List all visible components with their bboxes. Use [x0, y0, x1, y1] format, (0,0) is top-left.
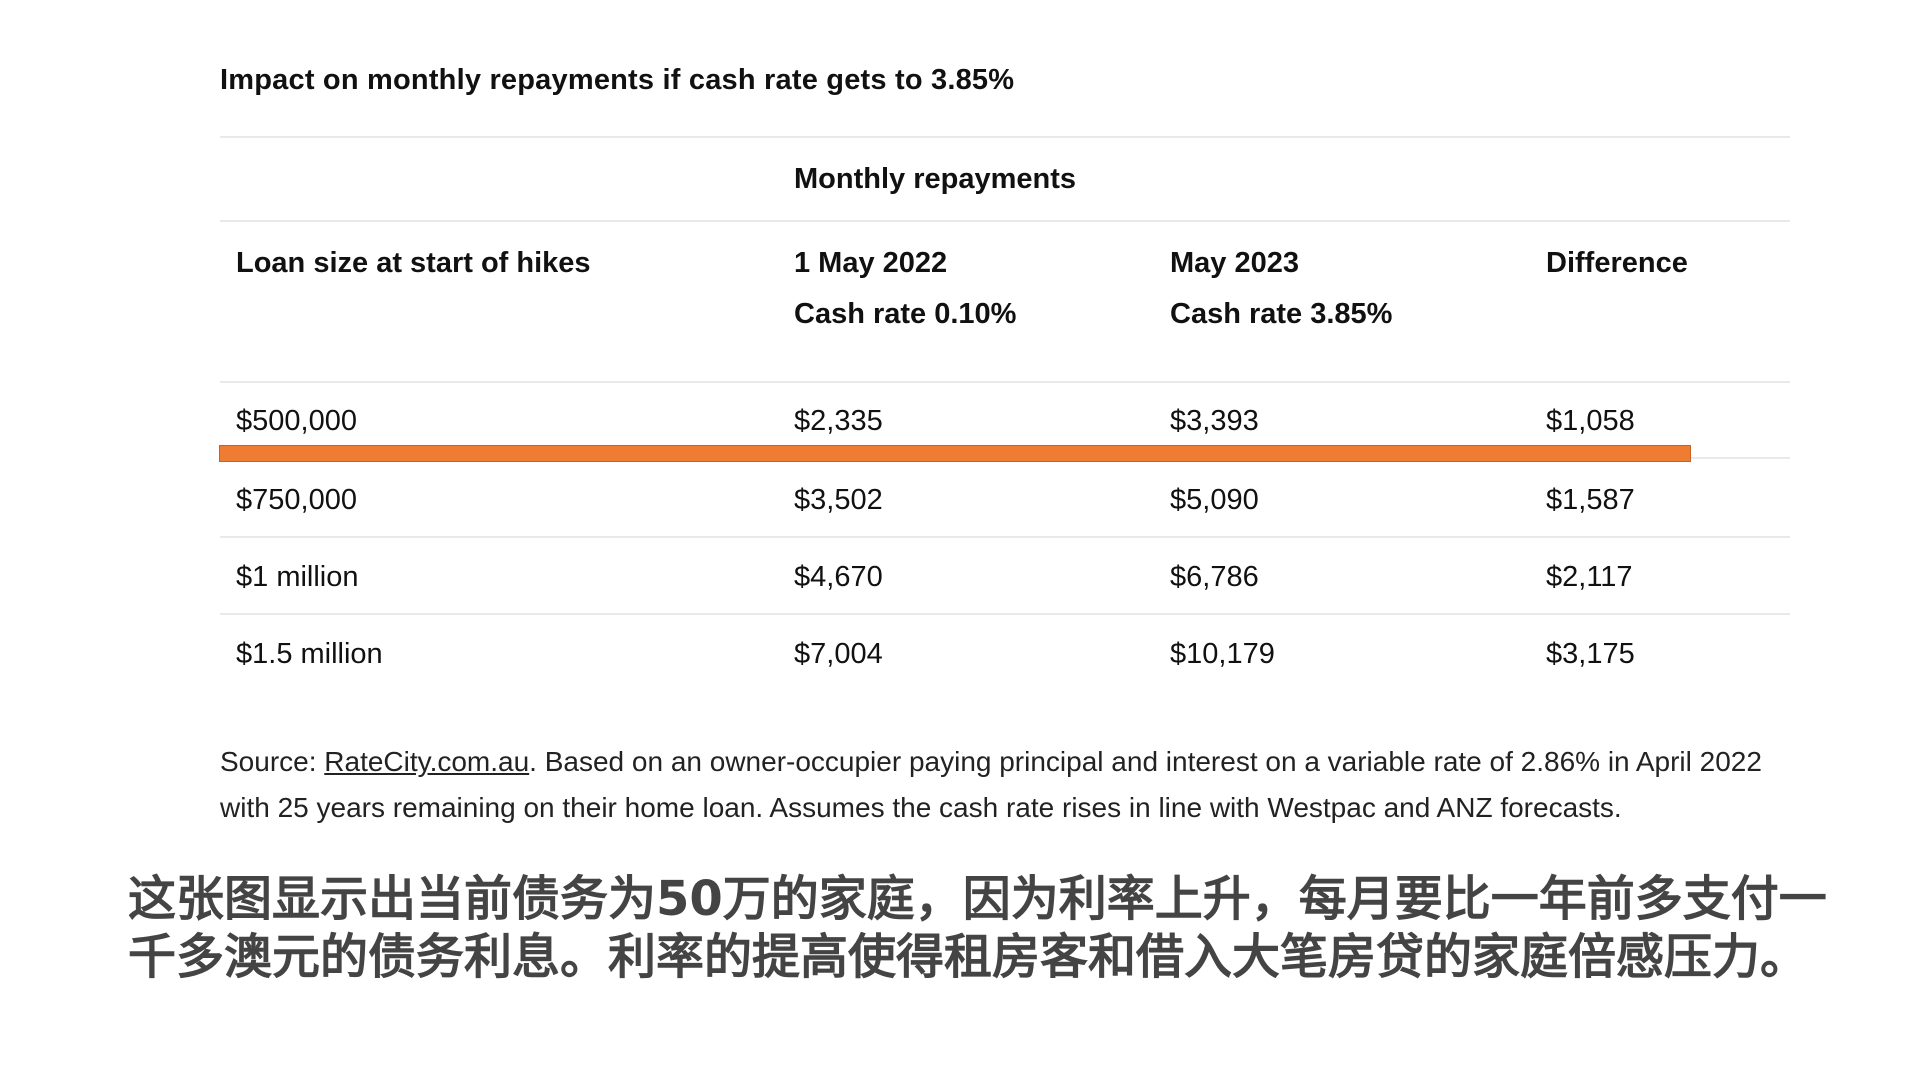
table-cell-may-2022: $3,502: [794, 484, 883, 516]
column-header-loan-size: Loan size at start of hikes: [236, 247, 591, 279]
table-cell-may-2022: $2,335: [794, 405, 883, 437]
table-cell-may-2023: $3,393: [1170, 405, 1259, 437]
table-cell-may-2022: $7,004: [794, 638, 883, 670]
highlight-bar: [219, 445, 1691, 462]
divider: [220, 381, 1790, 383]
caption: 这张图显示出当前债务为50万的家庭，因为利率上升，每月要比一年前多支付一千多澳元…: [128, 871, 1827, 985]
table-cell-loan-size: $750,000: [236, 484, 357, 516]
divider: [220, 613, 1790, 615]
source-prefix: Source:: [220, 746, 325, 777]
table-cell-loan-size: $500,000: [236, 405, 357, 437]
divider: [220, 220, 1790, 222]
table-cell-difference: $3,175: [1546, 638, 1635, 670]
source-link[interactable]: RateCity.com.au: [324, 746, 530, 777]
table-cell-loan-size: $1 million: [236, 561, 359, 593]
table-cell-may-2023: $6,786: [1170, 561, 1259, 593]
column-header-may-2023: May 2023: [1170, 247, 1299, 279]
table-cell-may-2023: $5,090: [1170, 484, 1259, 516]
table-cell-may-2022: $4,670: [794, 561, 883, 593]
column-header-may-2022-rate: Cash rate 0.10%: [794, 298, 1017, 330]
table-cell-difference: $1,058: [1546, 405, 1635, 437]
table-title: Impact on monthly repayments if cash rat…: [220, 64, 1015, 96]
column-header-difference: Difference: [1546, 247, 1688, 279]
source-note: Source: RateCity.com.au. Based on an own…: [220, 739, 1810, 831]
divider: [220, 136, 1790, 138]
divider: [220, 536, 1790, 538]
table-cell-difference: $1,587: [1546, 484, 1635, 516]
column-header-may-2022: 1 May 2022: [794, 247, 948, 279]
group-header-monthly-repayments: Monthly repayments: [794, 163, 1076, 195]
table-cell-difference: $2,117: [1546, 561, 1633, 593]
source-text: . Based on an owner-occupier paying prin…: [220, 746, 1762, 823]
table-cell-may-2023: $10,179: [1170, 638, 1275, 670]
table-cell-loan-size: $1.5 million: [236, 638, 383, 670]
column-header-may-2023-rate: Cash rate 3.85%: [1170, 298, 1393, 330]
